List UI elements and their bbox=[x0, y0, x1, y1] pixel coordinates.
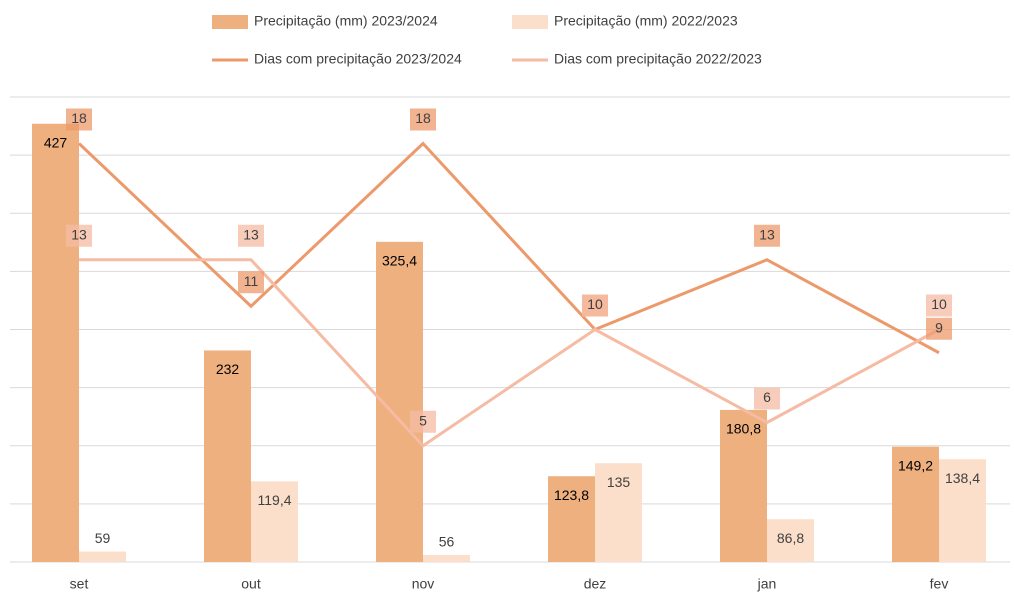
bar-value-label: 135 bbox=[607, 474, 631, 490]
line-label-box bbox=[66, 224, 92, 247]
line-value-label: 11 bbox=[244, 273, 259, 289]
line-value-label: 18 bbox=[71, 110, 87, 126]
bar-value-label: 180,8 bbox=[726, 421, 761, 437]
line-label-box bbox=[926, 294, 952, 317]
legend-swatch bbox=[212, 15, 248, 29]
bar bbox=[939, 459, 986, 562]
line-value-label: 13 bbox=[243, 226, 259, 242]
line-label-box bbox=[754, 224, 780, 247]
x-tick-label: set bbox=[70, 576, 89, 592]
legend-swatch bbox=[512, 15, 548, 29]
line bbox=[79, 258, 940, 448]
x-tick-label: jan bbox=[757, 576, 777, 592]
line-value-label: 13 bbox=[759, 226, 775, 242]
bar bbox=[251, 481, 298, 562]
legend-label: Precipitação (mm) 2022/2023 bbox=[554, 13, 738, 29]
line-label-box bbox=[926, 317, 952, 340]
bar bbox=[423, 555, 470, 562]
line-value-label: 13 bbox=[71, 226, 87, 242]
line-label-box bbox=[582, 294, 608, 317]
line-label-box bbox=[410, 108, 436, 131]
bar-value-label: 325,4 bbox=[382, 253, 417, 269]
x-tick-label: nov bbox=[412, 576, 435, 592]
bar-value-label: 56 bbox=[439, 534, 455, 550]
line-label-box bbox=[754, 387, 780, 410]
x-tick-label: fev bbox=[930, 576, 949, 592]
x-tick-label: dez bbox=[584, 576, 607, 592]
bar-value-label: 86,8 bbox=[777, 530, 804, 546]
line-value-label: 10 bbox=[931, 296, 947, 312]
line-value-label: 6 bbox=[763, 389, 771, 405]
line-value-label: 5 bbox=[419, 412, 427, 428]
bar-value-label: 149,2 bbox=[898, 457, 933, 473]
bar bbox=[892, 446, 939, 562]
line-label-box bbox=[238, 224, 264, 247]
bar bbox=[767, 519, 814, 562]
bar bbox=[32, 123, 79, 563]
bar-value-label: 427 bbox=[44, 134, 68, 150]
line bbox=[77, 141, 940, 355]
bar bbox=[720, 409, 767, 562]
line-value-label: 10 bbox=[587, 296, 603, 312]
bar bbox=[79, 551, 126, 562]
line-value-label: 18 bbox=[415, 110, 431, 126]
bar bbox=[548, 476, 595, 562]
x-tick-label: out bbox=[241, 576, 261, 592]
legend-label: Dias com precipitação 2022/2023 bbox=[554, 51, 762, 67]
line-label-box bbox=[410, 410, 436, 433]
bar-value-label: 232 bbox=[216, 361, 240, 377]
bar-value-label: 59 bbox=[95, 530, 111, 546]
line-label-box bbox=[66, 108, 92, 131]
bar bbox=[204, 350, 251, 562]
legend-label: Precipitação (mm) 2023/2024 bbox=[254, 13, 438, 29]
bar-value-label: 119,4 bbox=[258, 492, 292, 508]
bar-value-label: 123,8 bbox=[554, 487, 589, 503]
line-label-box bbox=[238, 271, 264, 294]
legend-label: Dias com precipitação 2023/2024 bbox=[254, 51, 462, 67]
bar bbox=[595, 463, 642, 562]
line-value-label: 9 bbox=[935, 319, 943, 335]
bar-value-label: 138,4 bbox=[945, 470, 980, 486]
